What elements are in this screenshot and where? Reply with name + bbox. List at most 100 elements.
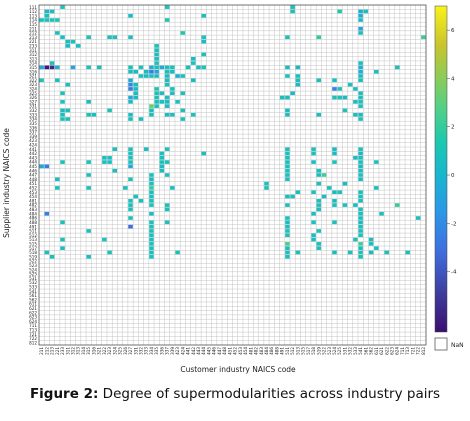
heatmap-cell	[321, 194, 327, 199]
y-tick-label: 323	[29, 82, 37, 87]
y-tick-label: 622	[29, 310, 37, 315]
heatmap-cell	[358, 13, 363, 18]
heatmap-cell	[347, 82, 353, 87]
heatmap-cell	[60, 5, 65, 9]
heatmap-cell	[170, 186, 175, 190]
y-tick-label: 114	[29, 18, 37, 23]
heatmap-cell	[149, 69, 154, 74]
y-tick-label: 211	[29, 26, 37, 31]
heatmap-cell	[65, 117, 71, 121]
heatmap-cell	[358, 246, 363, 250]
y-tick-label: 519	[29, 254, 37, 259]
heatmap-cell	[180, 91, 186, 96]
heatmap-cell	[358, 74, 363, 78]
heatmap-cell	[332, 199, 337, 203]
heatmap-cell	[149, 194, 154, 199]
heatmap-cell	[290, 91, 295, 96]
heatmap-cell	[191, 112, 196, 117]
heatmap-cell	[285, 246, 290, 250]
heatmap-cell	[285, 35, 290, 40]
x-tick-label: 326	[123, 347, 128, 355]
heatmap-cell	[353, 155, 358, 160]
heatmap-cell	[164, 65, 170, 70]
heatmap-cell	[149, 229, 154, 233]
y-tick-label: 512	[29, 233, 37, 238]
heatmap-cell	[332, 250, 337, 255]
y-tick-label: 442	[29, 151, 37, 156]
y-tick-label: 322	[29, 78, 37, 83]
y-tick-label: 533	[29, 285, 37, 290]
heatmap-cell	[353, 112, 358, 117]
heatmap-cell	[332, 203, 337, 207]
heatmap-cell	[149, 199, 154, 203]
heatmap-cell	[143, 74, 149, 78]
x-tick-label: 233	[60, 347, 65, 355]
y-tick-label: 112	[29, 9, 37, 14]
heatmap-cell	[55, 18, 60, 22]
x-tick-label: 325	[118, 347, 123, 355]
y-tick-label: 561	[29, 293, 37, 298]
heatmap-cell	[149, 233, 154, 238]
heatmap-cell	[44, 18, 50, 22]
x-tick-label: 327	[128, 347, 133, 355]
x-tick-label: 722	[416, 347, 421, 355]
heatmap-cell	[60, 108, 65, 113]
y-tick-label: 562	[29, 297, 37, 302]
y-tick-label: 621	[29, 306, 37, 311]
y-tick-label: 524	[29, 267, 37, 272]
heatmap-cell	[405, 250, 410, 255]
heatmap-cell	[358, 242, 363, 246]
heatmap-cell	[128, 117, 133, 121]
heatmap-cell	[358, 190, 363, 195]
heatmap-cell	[128, 87, 133, 91]
heatmap-cell	[285, 173, 290, 177]
heatmap-cell	[394, 65, 400, 70]
y-axis-label: Supplier industry NAICS code	[2, 128, 11, 238]
colorbar-tick-label: 2	[451, 125, 455, 131]
y-tick-label: 722	[29, 336, 37, 341]
x-tick-label: 322	[102, 347, 107, 355]
figure-caption: Figure 2: Degree of supermodularities ac…	[0, 386, 470, 402]
heatmap-cell	[295, 190, 301, 195]
x-tick-labels: 211 212 213 221 233 311 312 313 314 315 316 321 322 3…	[39, 347, 426, 355]
y-tick-label: 515	[29, 241, 37, 246]
heatmap-cell	[133, 87, 139, 91]
heatmap-cell	[394, 203, 400, 207]
heatmap-cell	[164, 173, 170, 177]
y-tick-label: 337	[29, 130, 37, 135]
heatmap-cell	[170, 91, 175, 96]
heatmap-cell	[112, 147, 118, 151]
heatmap-cell	[112, 35, 118, 40]
heatmap-cell	[159, 155, 165, 160]
heatmap-cell	[285, 250, 290, 255]
heatmap-cell	[279, 95, 285, 100]
heatmap-cell	[143, 147, 149, 151]
heatmap-cell	[164, 95, 170, 100]
heatmap-cell	[326, 186, 332, 190]
y-tick-label: 446	[29, 168, 37, 173]
heatmap-cell	[133, 82, 139, 87]
x-tick-label: 336	[159, 347, 164, 355]
y-tick-label: 327	[29, 99, 37, 104]
heatmap-cell	[368, 242, 374, 246]
heatmap-cell	[60, 160, 65, 164]
heatmap-cell	[128, 147, 133, 151]
heatmap-cell	[285, 216, 290, 220]
y-tick-label: 335	[29, 121, 37, 126]
heatmap-cell	[201, 39, 206, 44]
heatmap-cell	[86, 254, 91, 259]
colorbar-tick-label: -2	[451, 221, 456, 227]
x-tick-label: 448	[222, 347, 227, 355]
heatmap-cell	[102, 155, 107, 160]
heatmap-cell	[44, 211, 50, 216]
y-tick-label: 451	[29, 181, 37, 186]
y-tick-label: 445	[29, 164, 37, 169]
heatmap-cell	[65, 44, 71, 48]
heatmap-cell	[311, 190, 316, 195]
heatmap-cell	[170, 112, 175, 117]
x-tick-label: 324	[112, 347, 117, 355]
heatmap-cell	[358, 112, 363, 117]
y-tick-label: 447	[29, 173, 37, 178]
heatmap-cell	[285, 95, 290, 100]
heatmap-cell	[107, 160, 112, 164]
